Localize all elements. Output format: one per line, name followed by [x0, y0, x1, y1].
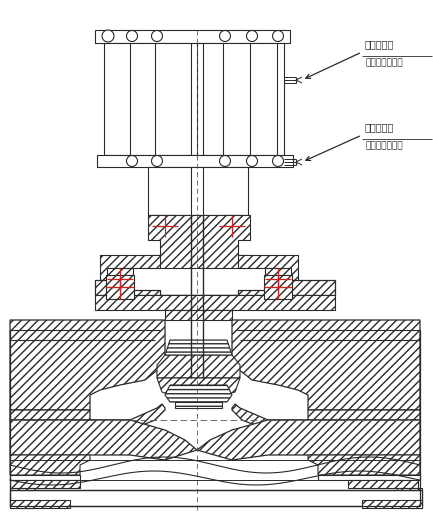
Bar	[362, 500, 422, 508]
Text: 进气源、阀关闭: 进气源、阀关闭	[365, 58, 403, 67]
Polygon shape	[238, 255, 298, 280]
Bar	[10, 500, 70, 508]
Bar	[148, 167, 248, 215]
Polygon shape	[148, 215, 250, 268]
Bar	[104, 43, 284, 155]
Circle shape	[102, 30, 114, 42]
Polygon shape	[232, 404, 420, 430]
Polygon shape	[10, 455, 90, 475]
Bar	[10, 488, 35, 500]
Bar	[348, 480, 418, 488]
Polygon shape	[165, 385, 232, 402]
Polygon shape	[10, 475, 80, 480]
Bar	[264, 275, 292, 299]
Bar	[107, 268, 133, 290]
Polygon shape	[10, 420, 197, 460]
Bar	[106, 275, 134, 299]
Polygon shape	[100, 255, 160, 280]
Polygon shape	[10, 404, 165, 430]
Bar	[97, 155, 293, 167]
Polygon shape	[157, 355, 240, 378]
Circle shape	[272, 156, 284, 167]
Polygon shape	[165, 310, 232, 320]
Bar	[397, 500, 422, 508]
Bar	[152, 215, 178, 237]
Polygon shape	[157, 378, 240, 398]
Polygon shape	[308, 455, 420, 475]
Circle shape	[246, 31, 258, 42]
Text: 进气源、阀开启: 进气源、阀开启	[365, 141, 403, 150]
Bar	[95, 295, 335, 310]
Bar	[95, 30, 290, 43]
Bar	[265, 268, 291, 290]
Circle shape	[272, 31, 284, 42]
Polygon shape	[175, 402, 222, 408]
Circle shape	[152, 31, 162, 42]
Polygon shape	[165, 340, 232, 355]
Polygon shape	[95, 280, 335, 295]
Bar	[10, 490, 422, 506]
Bar	[10, 480, 80, 488]
Bar	[10, 500, 35, 508]
Polygon shape	[10, 320, 165, 410]
Polygon shape	[197, 420, 420, 460]
Bar	[219, 215, 245, 237]
Circle shape	[246, 156, 258, 167]
Circle shape	[126, 156, 138, 167]
Polygon shape	[318, 475, 420, 480]
Circle shape	[220, 31, 230, 42]
Bar	[397, 488, 422, 500]
Circle shape	[220, 156, 230, 167]
Polygon shape	[232, 320, 420, 410]
Circle shape	[126, 31, 138, 42]
Text: 上进气源管: 上进气源管	[365, 39, 394, 49]
Circle shape	[152, 156, 162, 167]
Text: 下进气源管: 下进气源管	[365, 122, 394, 132]
